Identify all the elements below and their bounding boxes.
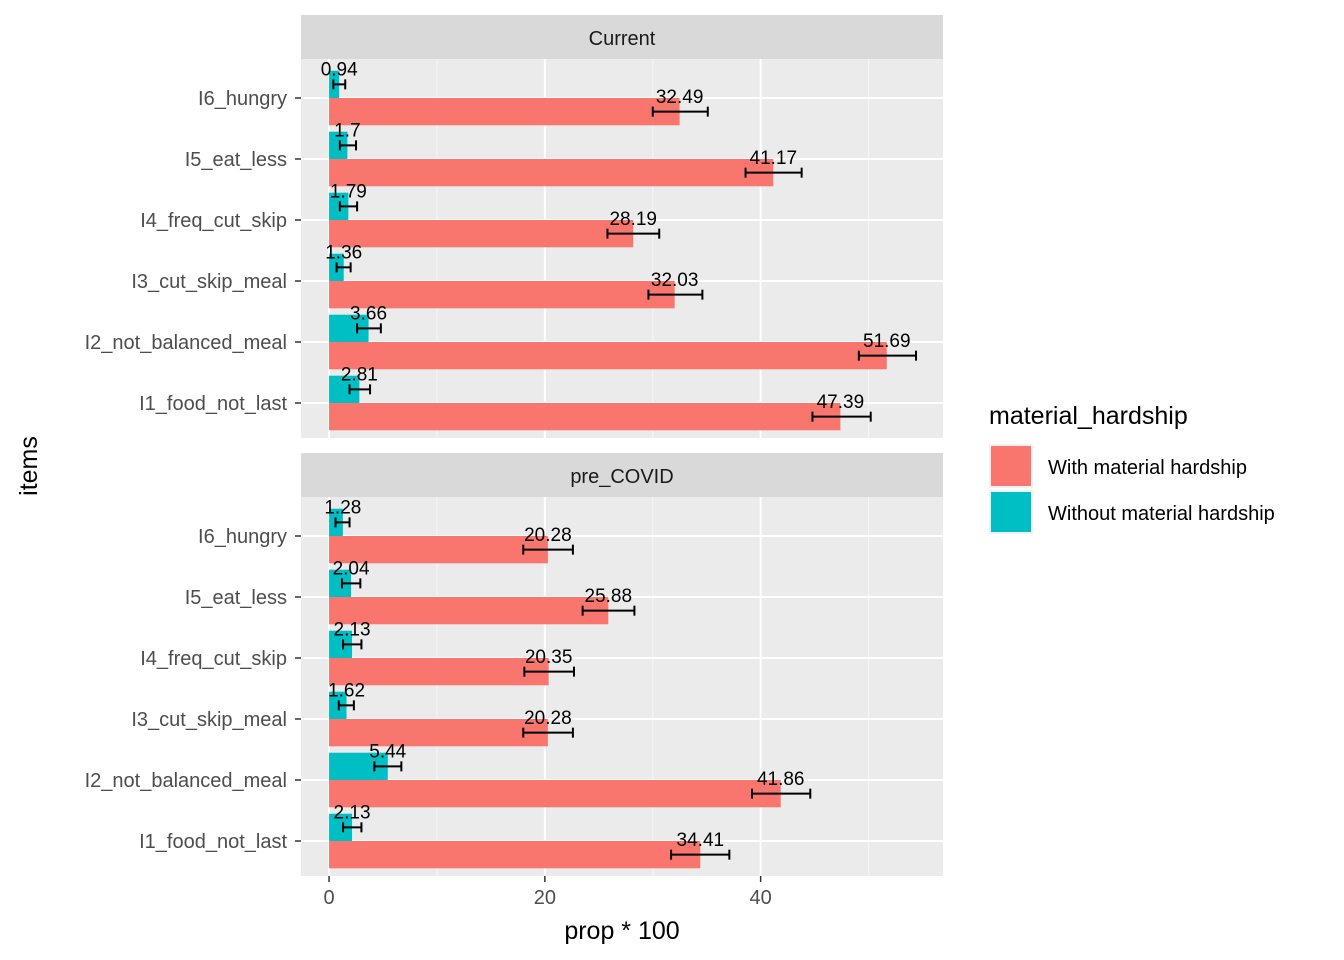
- data-label: 32.03: [651, 270, 699, 291]
- data-label: 2.81: [341, 365, 378, 386]
- data-label: 1.62: [328, 681, 365, 702]
- data-label: 1.79: [330, 182, 367, 203]
- bar: [329, 569, 352, 597]
- bar: [329, 658, 549, 686]
- legend-label: Without material hardship: [1048, 503, 1275, 525]
- data-label: 41.17: [750, 148, 798, 169]
- data-label: 25.88: [585, 586, 633, 607]
- bar: [329, 220, 634, 248]
- bar: [329, 630, 353, 658]
- bar: [329, 536, 548, 564]
- x-tick-label: 20: [534, 887, 556, 909]
- bar: [329, 841, 701, 869]
- bar: [329, 342, 887, 370]
- bar: [329, 192, 349, 220]
- bar: [329, 281, 675, 309]
- series-with-material-hardship: 20.28 25.88 20.35 20.28 41.86 34.41: [329, 525, 812, 869]
- facet-strip: [301, 453, 943, 497]
- panel-current: Current 32.49 41.17 28.19 32.03 51.69 47.39 0.9…: [85, 15, 943, 438]
- data-label: 20.28: [524, 708, 572, 729]
- bar: [329, 403, 841, 431]
- data-label: 1.28: [324, 498, 361, 519]
- legend-title: material_hardship: [989, 402, 1188, 430]
- y-tick-label: I3_cut_skip_meal: [131, 709, 287, 731]
- facet-strip-label: Current: [589, 28, 656, 50]
- data-label: 0.94: [321, 60, 358, 81]
- y-tick-label: I4_freq_cut_skip: [140, 210, 287, 232]
- bar: [329, 780, 781, 808]
- legend-label: With material hardship: [1048, 457, 1247, 479]
- bar: [329, 131, 348, 159]
- data-label: 47.39: [817, 392, 865, 413]
- legend-key: [991, 492, 1031, 532]
- x-tick-label: 40: [750, 887, 772, 909]
- y-tick-label: I5_eat_less: [185, 587, 287, 609]
- y-tick-label: I5_eat_less: [185, 149, 287, 171]
- legend-key: [991, 446, 1031, 486]
- facet-strip: [301, 15, 943, 59]
- x-tick-label: 0: [323, 887, 334, 909]
- series-with-material-hardship: 32.49 41.17 28.19 32.03 51.69 47.39: [329, 87, 918, 431]
- y-tick-label: I6_hungry: [198, 526, 287, 548]
- series-without-material-hardship: 1.28 2.04 2.13 1.62 5.44 2.13: [324, 498, 407, 841]
- y-tick-label: I4_freq_cut_skip: [140, 648, 287, 670]
- bar: [329, 813, 353, 841]
- data-label: 32.49: [656, 87, 704, 108]
- series-without-material-hardship: 0.94 1.7 1.79 1.36 3.66 2.81: [321, 60, 387, 403]
- y-tick-label: I3_cut_skip_meal: [131, 271, 287, 293]
- y-tick-label: I2_not_balanced_meal: [85, 770, 287, 792]
- bar: [329, 98, 680, 126]
- data-label: 1.36: [325, 243, 362, 264]
- facet-strip-label: pre_COVID: [570, 466, 673, 488]
- y-tick-label: I1_food_not_last: [139, 831, 287, 853]
- data-label: 5.44: [369, 742, 406, 763]
- legend: material_hardship With material hardship…: [989, 402, 1275, 534]
- chart-panels: Current 32.49 41.17 28.19 32.03 51.69 47.39 0.9…: [85, 15, 943, 909]
- legend-keys: With material hardship Without material h…: [989, 444, 1275, 534]
- data-label: 28.19: [609, 209, 657, 230]
- data-label: 2.13: [334, 803, 371, 824]
- y-tick-label: I6_hungry: [198, 88, 287, 110]
- data-label: 20.28: [524, 525, 572, 546]
- data-label: 20.35: [525, 647, 573, 668]
- data-label: 34.41: [677, 830, 725, 851]
- y-tick-label: I2_not_balanced_meal: [85, 332, 287, 354]
- y-axis-title: items: [15, 436, 43, 496]
- bar: [329, 159, 774, 187]
- data-label: 3.66: [350, 304, 387, 325]
- y-tick-label: I1_food_not_last: [139, 393, 287, 415]
- data-label: 2.13: [334, 620, 371, 641]
- data-label: 1.7: [334, 121, 360, 142]
- data-label: 51.69: [863, 331, 911, 352]
- panel-pre-covid: pre_COVID 20.28 25.88 20.35 20.28 41.86 34.41 1…: [85, 453, 943, 909]
- data-label: 41.86: [757, 769, 805, 790]
- bar: [329, 719, 548, 747]
- data-label: 2.04: [333, 559, 370, 580]
- bar: [329, 597, 609, 625]
- x-axis-title: prop * 100: [564, 917, 679, 945]
